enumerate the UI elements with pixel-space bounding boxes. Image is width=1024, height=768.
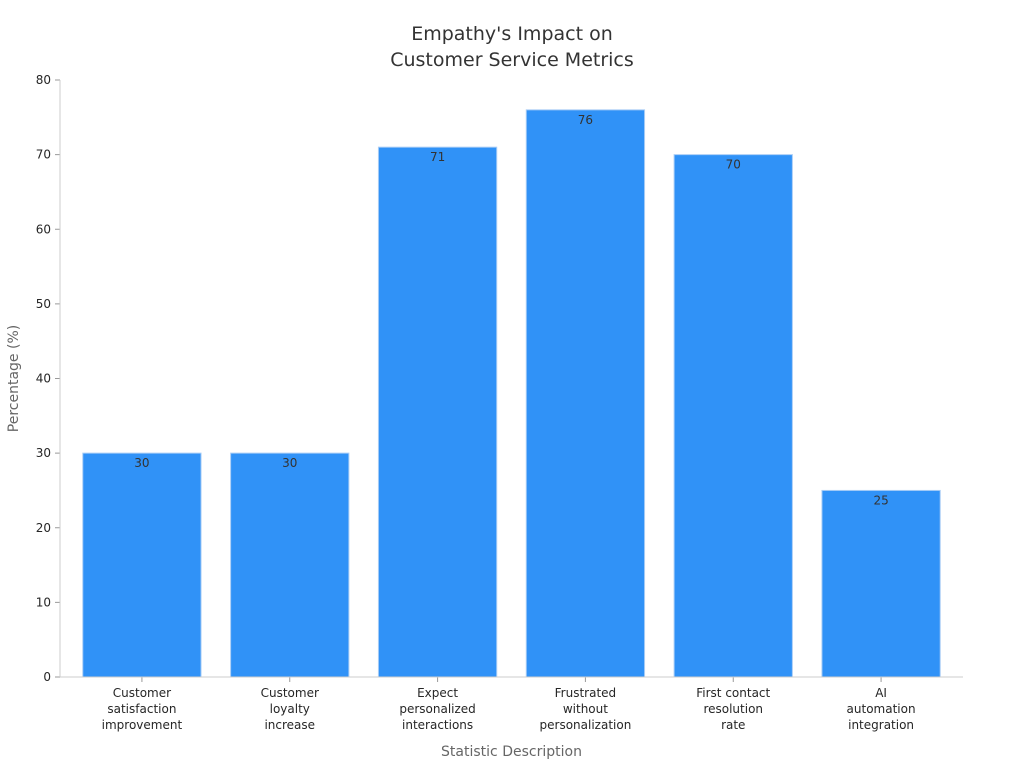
y-tick-label: 80 xyxy=(36,73,51,87)
data-labels: 30 30 71 76 70 25 xyxy=(134,113,888,508)
bar xyxy=(82,452,202,678)
x-axis-label: Statistic Description xyxy=(441,744,582,760)
y-tick-label: 40 xyxy=(36,372,51,386)
bars xyxy=(82,109,941,678)
y-tick-label: 50 xyxy=(36,297,51,311)
bar xyxy=(821,489,941,678)
data-label: 30 xyxy=(282,456,297,470)
data-label: 25 xyxy=(873,493,888,507)
data-label: 70 xyxy=(726,158,741,172)
x-tick-label: Customer satisfaction improvement xyxy=(102,686,183,732)
y-tick-label: 10 xyxy=(36,595,51,609)
y-tick-label: 30 xyxy=(36,446,51,460)
bar xyxy=(673,154,793,678)
y-tick-label: 0 xyxy=(43,670,51,684)
x-axis: Customer satisfaction improvement Customer l… xyxy=(102,677,916,732)
x-tick-label: First contact resolution rate xyxy=(696,686,770,732)
bar xyxy=(525,109,646,678)
x-tick-label: AI automation integration xyxy=(847,686,916,732)
bar xyxy=(377,146,498,678)
x-tick-label: Customer loyalty increase xyxy=(261,686,319,732)
x-tick-label: Frustrated without personalization xyxy=(540,686,632,732)
data-label: 30 xyxy=(134,456,149,470)
y-tick-label: 70 xyxy=(36,148,51,162)
data-label: 76 xyxy=(578,113,593,127)
y-tick-label: 20 xyxy=(36,521,51,535)
y-axis-label: Percentage (%) xyxy=(6,325,22,432)
y-axis: 0 10 20 30 40 50 60 70 80 xyxy=(36,73,60,684)
x-tick-label: Expect personalized interactions xyxy=(399,686,475,732)
chart-title: Empathy's Impact on Customer Service Metr… xyxy=(390,23,634,71)
y-tick-label: 60 xyxy=(36,222,51,236)
bar xyxy=(230,452,350,678)
data-label: 71 xyxy=(430,150,445,164)
